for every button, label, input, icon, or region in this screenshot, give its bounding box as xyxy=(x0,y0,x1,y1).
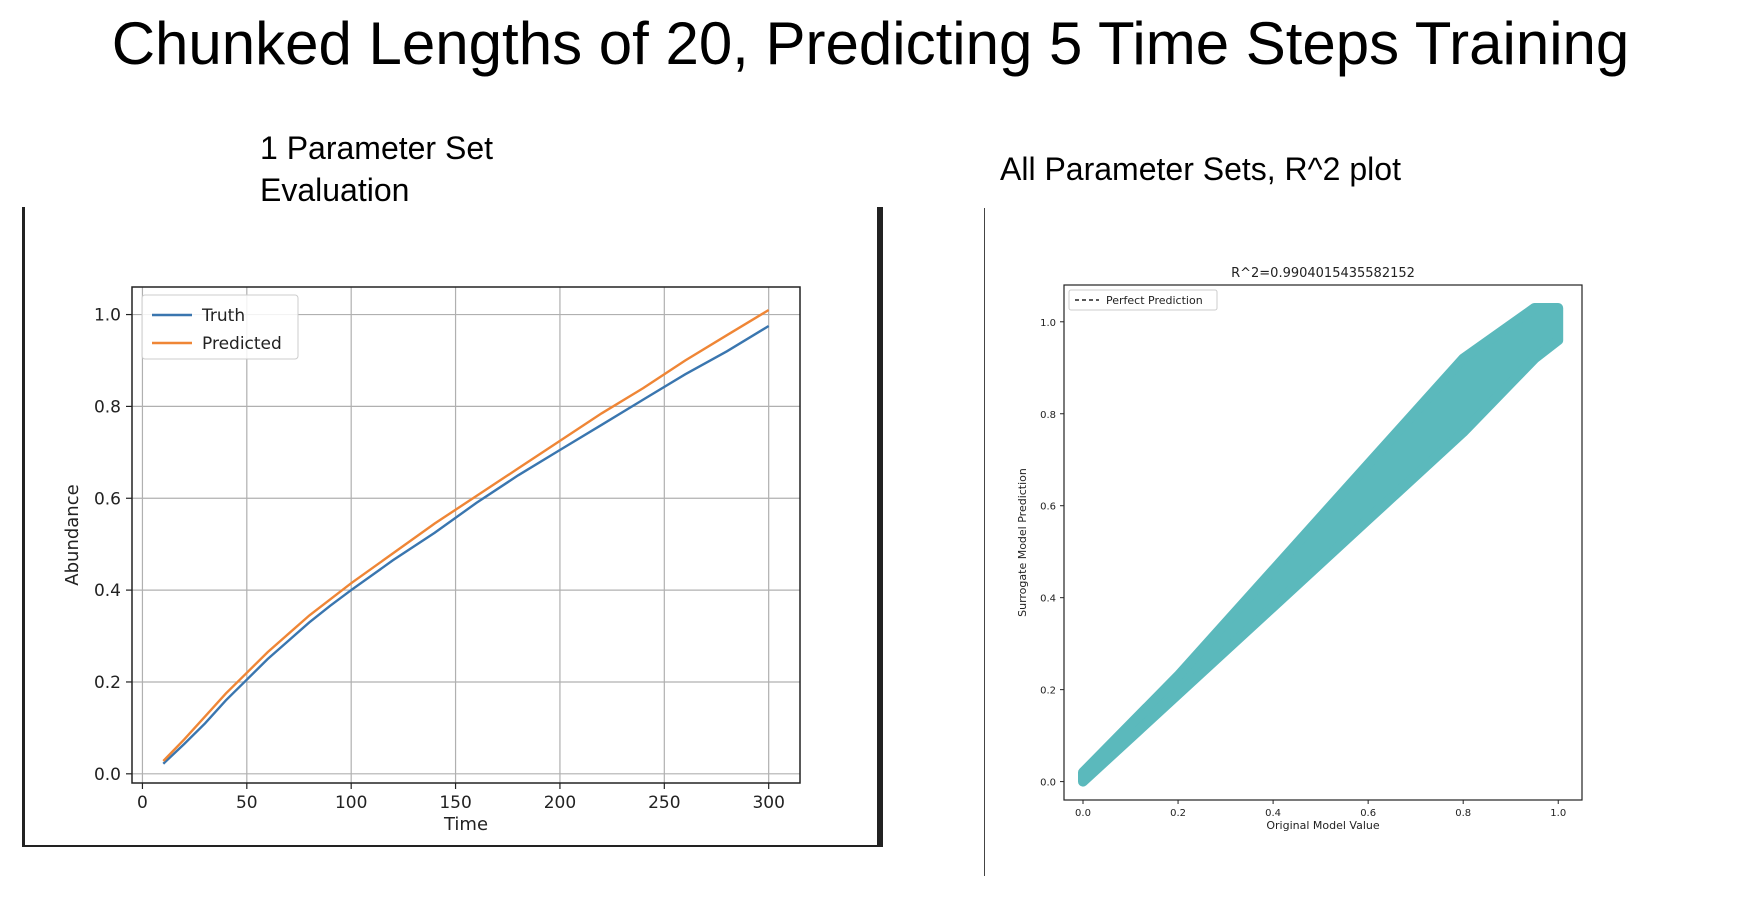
legend-label-truth: Truth xyxy=(201,306,245,326)
x-tick-label: 0.6 xyxy=(1360,808,1376,819)
left-chart-frame xyxy=(22,207,883,847)
left-heading-line2: Evaluation xyxy=(260,172,410,208)
y-tick-label: 0.0 xyxy=(1040,778,1056,789)
y-tick-label: 1.0 xyxy=(94,306,121,326)
y-tick-label: 0.2 xyxy=(94,673,121,693)
x-tick-label: 0 xyxy=(137,793,148,813)
y-axis-label: Surrogate Model Prediction xyxy=(1016,468,1029,617)
x-tick-label: 200 xyxy=(544,793,576,813)
legend-box xyxy=(1068,289,1218,311)
legend-label-predicted: Predicted xyxy=(202,334,282,354)
x-tick-label: 250 xyxy=(648,793,680,813)
x-tick-label: 0.8 xyxy=(1455,808,1471,819)
series-line-predicted xyxy=(162,308,770,762)
y-tick-label: 0.0 xyxy=(94,765,121,785)
x-tick-label: 0.2 xyxy=(1170,808,1186,819)
x-tick-label: 50 xyxy=(236,793,258,813)
x-axis-label: Original Model Value xyxy=(1266,819,1380,832)
y-tick-label: 1.0 xyxy=(1040,318,1056,329)
y-tick-label: 0.6 xyxy=(94,489,121,509)
y-tick-label: 0.4 xyxy=(94,581,121,601)
legend-label-perfect-prediction: Perfect Prediction xyxy=(1106,294,1203,307)
scatter-chart-r2: R^2=0.9904015435582152 0.0 0.2 0.4 0.6 0.8 1.0… xyxy=(1016,266,1583,832)
x-tick-label: 150 xyxy=(439,793,471,813)
x-axis-label: Time xyxy=(443,814,488,835)
scatter-point-cloud xyxy=(1078,303,1564,787)
y-tick-label: 0.2 xyxy=(1040,686,1056,697)
plot-area-frame xyxy=(131,286,801,784)
y-tick-label: 0.4 xyxy=(1040,594,1056,605)
left-chart-heading: 1 Parameter Set Evaluation xyxy=(260,127,493,211)
left-heading-line1: 1 Parameter Set xyxy=(260,130,493,166)
plot-area-frame xyxy=(1063,284,1583,801)
series-line-truth xyxy=(162,324,770,765)
x-tick-label: 1.0 xyxy=(1550,808,1566,819)
x-tick-label: 0.4 xyxy=(1265,808,1281,819)
right-chart-heading: All Parameter Sets, R^2 plot xyxy=(1000,151,1401,187)
y-tick-label: 0.6 xyxy=(1040,502,1056,513)
slide-title: Chunked Lengths of 20, Predicting 5 Time… xyxy=(111,10,1630,77)
y-axis-label: Abundance xyxy=(62,484,83,585)
panel-divider xyxy=(984,208,985,876)
x-tick-label: 0.0 xyxy=(1075,808,1091,819)
line-chart-truth-vs-predicted: 0 50 100 150 200 250 300 0.0 0.2 0.4 0.6 0.8 1.0 Time… xyxy=(62,286,801,835)
x-tick-label: 100 xyxy=(335,793,367,813)
y-tick-label: 0.8 xyxy=(94,397,121,417)
x-tick-label: 300 xyxy=(752,793,784,813)
y-tick-label: 0.8 xyxy=(1040,410,1056,421)
chart-title: R^2=0.9904015435582152 xyxy=(1231,266,1415,281)
